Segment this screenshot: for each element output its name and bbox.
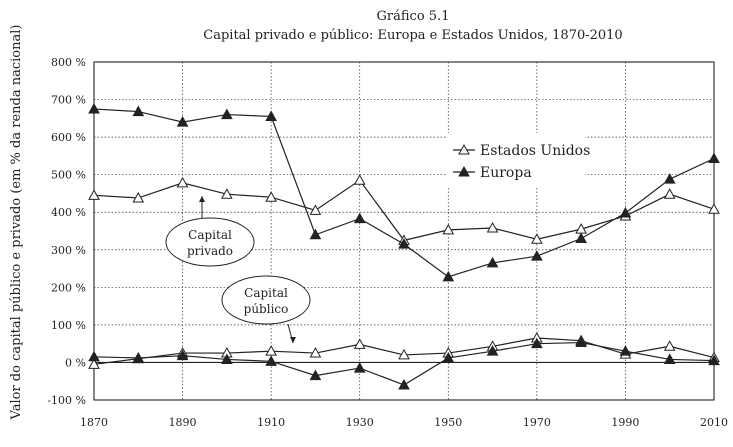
data-point	[176, 176, 189, 188]
data-point	[663, 353, 676, 364]
annotation-arrowhead	[290, 337, 296, 343]
data-point	[265, 345, 277, 356]
data-point	[486, 221, 499, 233]
data-point	[353, 362, 366, 373]
data-point	[353, 174, 366, 185]
legend: Estados Unidos Europa	[447, 133, 590, 187]
y-tick-label: 300 %	[51, 244, 86, 257]
data-point	[309, 204, 322, 215]
x-tick-label: 1870	[80, 416, 108, 429]
data-marks	[88, 102, 720, 390]
data-point	[442, 270, 455, 282]
annotations: Capital privado Capital público	[165, 196, 311, 344]
data-point	[221, 188, 233, 199]
data-point	[398, 348, 410, 360]
annotation-ellipse	[165, 217, 255, 267]
legend-marker	[458, 143, 470, 155]
y-tick-label: 0 %	[65, 356, 86, 369]
data-point	[309, 347, 322, 358]
data-point	[398, 378, 410, 390]
data-point	[176, 349, 189, 361]
data-point	[309, 228, 322, 240]
data-point	[575, 232, 587, 244]
data-point	[132, 351, 145, 363]
data-point	[663, 340, 676, 351]
y-tick-label: 500 %	[51, 169, 86, 182]
data-point	[531, 250, 543, 261]
data-point	[353, 338, 366, 349]
data-point	[88, 189, 100, 200]
data-point	[132, 105, 145, 117]
data-point	[442, 351, 455, 363]
plot-area	[93, 61, 715, 401]
y-tick-label: 600 %	[51, 131, 86, 144]
data-point	[486, 256, 499, 268]
data-point	[531, 337, 543, 349]
x-tick-label: 2010	[700, 416, 728, 429]
data-point	[221, 353, 233, 364]
y-tick-label: 200 %	[51, 281, 86, 294]
data-point	[663, 188, 676, 199]
chart-subtitle: Capital privado e público: Europa e Esta…	[203, 28, 622, 43]
data-point	[531, 233, 543, 244]
x-tick-label: 1910	[257, 416, 285, 429]
data-point	[265, 110, 277, 121]
legend-marker	[458, 165, 470, 177]
data-point	[353, 212, 366, 224]
data-point	[486, 345, 499, 356]
data-point	[575, 336, 587, 348]
chart-title: Gráfico 5.1	[377, 9, 450, 24]
data-point	[663, 173, 676, 184]
x-tick-label: 1970	[523, 416, 551, 429]
annotation-label: público	[244, 302, 289, 316]
data-point	[88, 358, 100, 369]
y-tick-label: 800 %	[51, 56, 86, 69]
data-point	[442, 223, 455, 235]
plot-frame	[93, 61, 715, 401]
annotation-label: Capital	[188, 228, 232, 242]
annotation-label: Capital	[244, 286, 288, 300]
data-point	[619, 206, 632, 218]
data-point	[221, 108, 233, 120]
y-tick-label: 100 %	[51, 319, 86, 332]
x-tick-label: 1890	[169, 416, 197, 429]
y-tick-label: -100 %	[47, 394, 86, 407]
data-point	[176, 116, 189, 127]
x-tick-label: 1990	[611, 416, 639, 429]
legend-box	[447, 133, 585, 187]
y-axis-label: Valor do capital público e privado (em %…	[9, 25, 24, 421]
data-point	[265, 191, 277, 202]
data-point	[88, 350, 100, 362]
x-tick-label: 1950	[434, 416, 462, 429]
data-point	[265, 355, 277, 366]
annotation-label: privado	[187, 244, 233, 258]
data-point	[708, 203, 720, 214]
data-point	[619, 345, 632, 356]
legend-entry: Estados Unidos	[480, 143, 590, 159]
y-tick-label: 400 %	[51, 206, 86, 219]
legend-entry: Europa	[480, 165, 532, 181]
data-point	[708, 354, 720, 366]
data-point	[708, 152, 720, 164]
x-tick-label: 1930	[346, 416, 374, 429]
data-point	[88, 102, 100, 114]
data-point	[398, 238, 410, 249]
y-tick-label: 700 %	[51, 94, 86, 107]
annotation-ellipse	[221, 275, 311, 325]
tick-labels: -100 % 0 % 100 % 200 % 300 % 400 % 500 % 600 % 7…	[47, 56, 728, 429]
data-point	[132, 191, 145, 203]
annotation-arrowhead	[199, 196, 205, 202]
data-point	[309, 369, 322, 381]
